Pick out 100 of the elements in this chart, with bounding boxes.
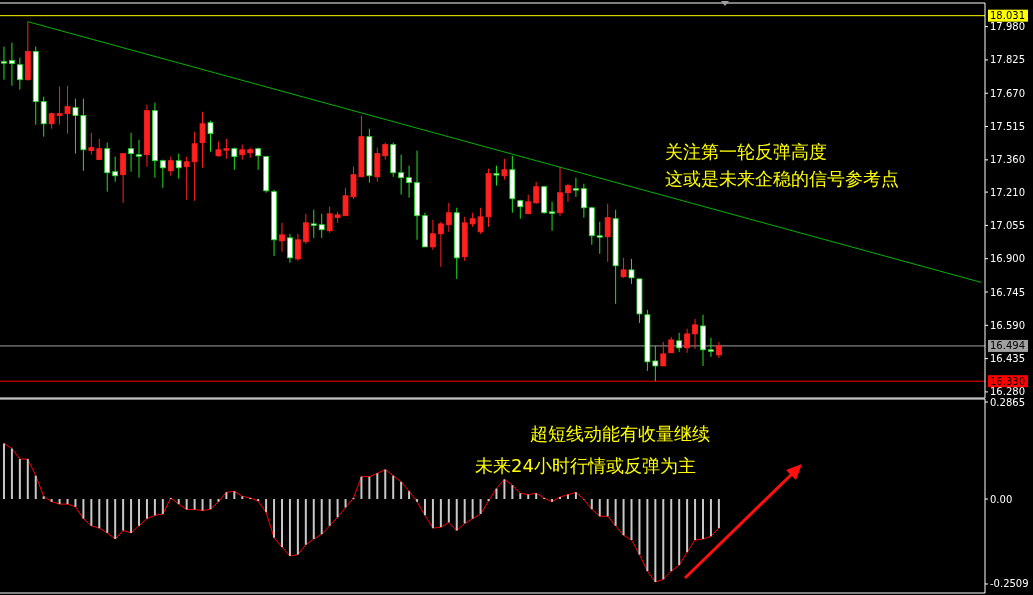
bar (455, 499, 458, 531)
bar (670, 499, 673, 572)
annotation: 这或是未来企稳的信号参考点 (665, 168, 899, 189)
candlestick (501, 158, 508, 181)
bar (114, 499, 117, 539)
bar (122, 499, 125, 531)
y-tick-label: 16.900 (990, 253, 1025, 265)
bar (654, 499, 657, 582)
bar (535, 493, 538, 500)
bar (630, 499, 633, 540)
bar (551, 499, 554, 502)
line-series (3, 442, 720, 583)
bar (257, 499, 260, 502)
bar (646, 499, 649, 572)
bar (296, 499, 299, 555)
candlestick (604, 203, 611, 263)
bar (281, 499, 283, 548)
bar (185, 499, 188, 510)
bar (495, 488, 498, 500)
candlestick (199, 111, 206, 169)
bar (177, 499, 180, 505)
bar (662, 499, 665, 580)
bar (503, 479, 506, 500)
bar (622, 499, 625, 536)
y-tick-label: 17.515 (990, 121, 1025, 133)
bar (479, 499, 482, 514)
bar (511, 485, 514, 500)
ref-line-label: 16.330 (990, 375, 1025, 387)
candlestick (557, 166, 563, 217)
annotation: 关注第一轮反弹高度 (665, 141, 827, 162)
candlestick (684, 328, 691, 354)
bar (431, 499, 434, 529)
bar (638, 499, 641, 555)
bar (376, 473, 379, 500)
y-tick-label: 0.2865 (990, 396, 1025, 408)
candlestick (700, 314, 706, 367)
bar (392, 475, 395, 500)
bar (606, 499, 609, 517)
bar (265, 499, 268, 513)
annotation: 未来24小时行情或反弹为主 (475, 455, 696, 476)
candlestick (318, 213, 325, 239)
bar (153, 499, 156, 516)
bar (694, 499, 697, 540)
annotation: 超短线动能有收量继续 (530, 423, 710, 444)
candlestick (207, 120, 214, 153)
bar (416, 499, 419, 502)
y-tick-label: 17.670 (990, 87, 1025, 99)
candlestick (493, 165, 500, 187)
bar (18, 459, 21, 500)
bar (400, 481, 403, 500)
candlestick (549, 201, 555, 232)
bar (98, 499, 101, 529)
bar (686, 499, 689, 553)
y-tick-label: -0.2509 (990, 578, 1029, 590)
bar (471, 499, 474, 519)
candlestick (708, 337, 714, 358)
y-tick-label: 17.210 (990, 186, 1025, 198)
bar (678, 499, 681, 566)
bar (304, 499, 307, 545)
bar (717, 499, 720, 529)
candlestick (120, 153, 127, 204)
bar (58, 499, 61, 505)
candlestick (167, 156, 174, 177)
candlestick (430, 219, 436, 251)
bar (439, 499, 442, 528)
candlestick (628, 258, 635, 285)
candlestick (406, 165, 412, 199)
bar (384, 469, 387, 500)
bar (344, 499, 347, 508)
bar (34, 475, 37, 500)
bar (320, 499, 323, 535)
candlestick (565, 183, 571, 203)
candlestick (1, 46, 7, 81)
bar (519, 493, 522, 500)
candlestick (128, 132, 134, 173)
bar (66, 499, 69, 505)
candlestick (580, 183, 587, 219)
y-tick-label: 16.280 (990, 386, 1025, 398)
candlestick (533, 181, 540, 205)
candlestick (175, 153, 182, 180)
candlestick (287, 233, 293, 264)
bar (288, 499, 291, 556)
bar (241, 496, 244, 500)
candlestick (112, 156, 119, 183)
y-tick-label: 17.980 (990, 21, 1025, 33)
bar (82, 499, 85, 519)
bar (145, 499, 148, 519)
bar (702, 499, 704, 539)
bar (598, 499, 601, 517)
bar (360, 476, 363, 500)
candlestick (525, 194, 532, 215)
bar (201, 499, 204, 511)
bar (74, 499, 77, 507)
candlestick (310, 209, 317, 239)
bar (487, 499, 490, 502)
bar (10, 448, 13, 500)
bar (590, 499, 593, 510)
candlestick (676, 332, 683, 353)
bar (42, 496, 45, 500)
candlestick (294, 233, 301, 262)
